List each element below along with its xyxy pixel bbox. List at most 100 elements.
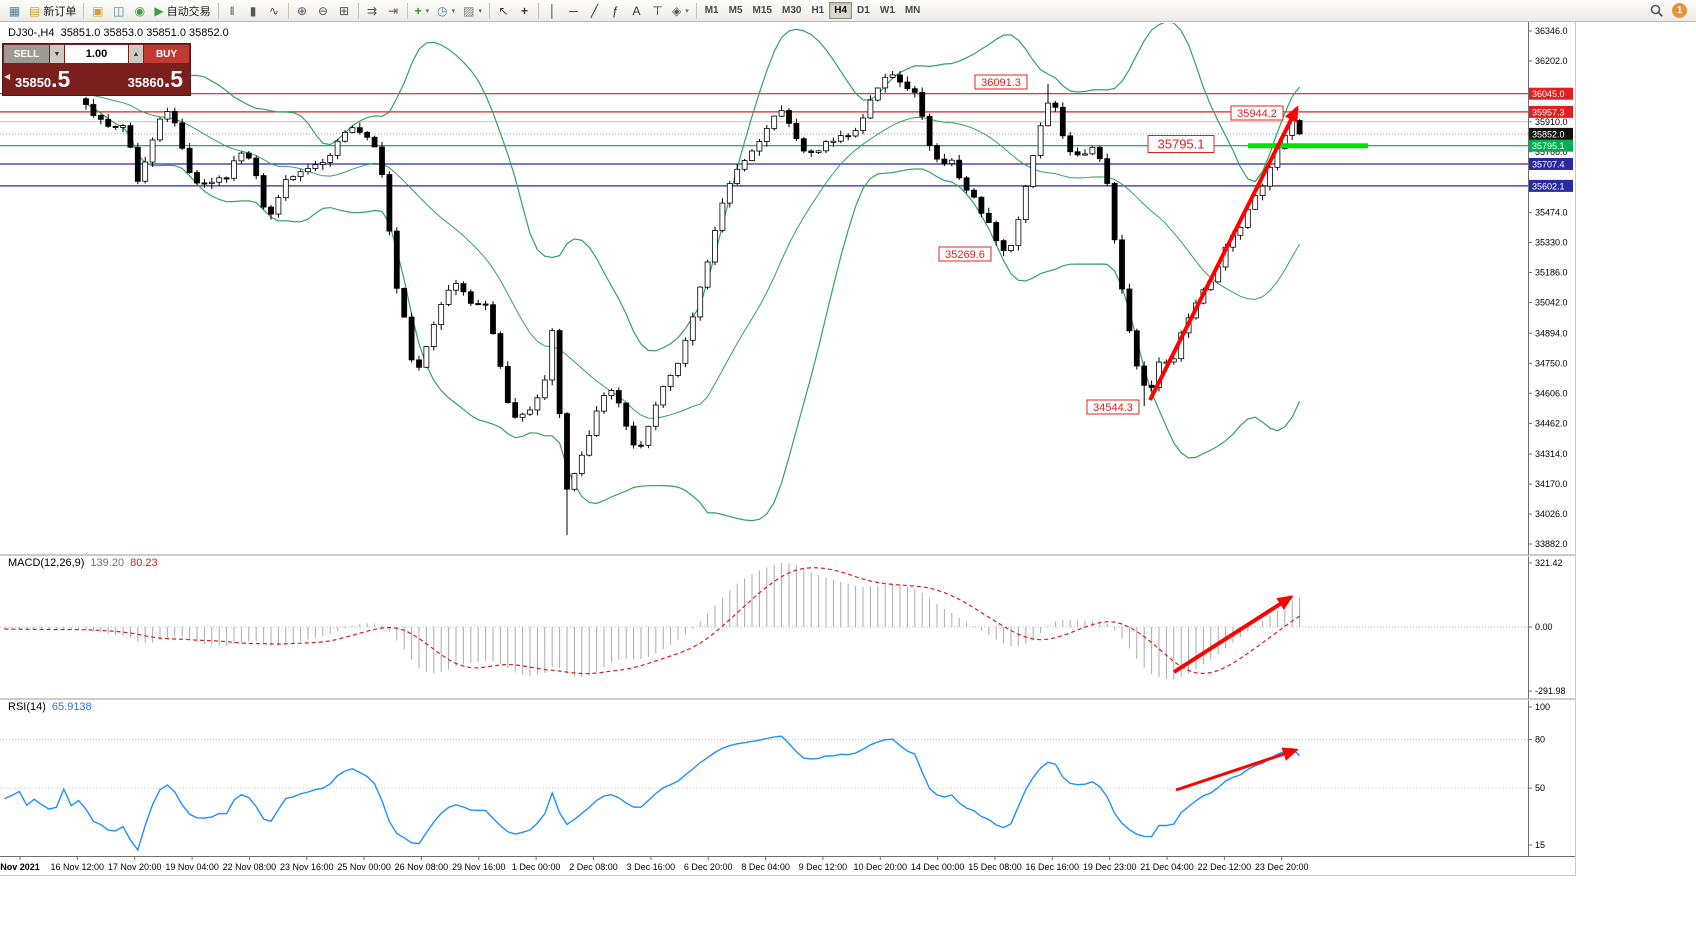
axis-label: 15 (1535, 840, 1545, 850)
shapes-tool-button[interactable]: ◈ ▾ (668, 1, 693, 20)
text-tool-button[interactable]: A (626, 1, 647, 20)
macd-panel[interactable] (0, 563, 1528, 680)
resistance-label-35957: 35957.3 (1529, 105, 1573, 118)
axis-label: 36346.0 (1535, 26, 1568, 36)
indicators-button[interactable]: + ▾ (411, 1, 434, 20)
rsi-line (4, 735, 1301, 852)
macd-trend-arrow[interactable] (1172, 595, 1294, 674)
auto-scroll-button[interactable]: ⇉ (362, 1, 383, 20)
new-order-button-label: 新订单 (43, 5, 77, 18)
cursor-tool-icon: ↖ (498, 3, 509, 18)
time-label: 22 Nov 08:00 (223, 862, 277, 872)
trendline-tool-button[interactable]: ╱ (584, 1, 605, 20)
price-callout-34544.3[interactable]: 34544.3 (1086, 399, 1140, 415)
time-label: 9 Dec 12:00 (799, 862, 848, 872)
rsi-trend-arrow[interactable] (1175, 747, 1299, 792)
zoom-in-button[interactable]: ⊕ (292, 1, 313, 20)
strategy-button[interactable]: ◉ (129, 1, 150, 20)
line-chart-button[interactable]: ∿ (264, 1, 285, 20)
dropdown-arrow-icon: ▾ (451, 7, 456, 15)
timeframe-m1[interactable]: M1 (704, 5, 719, 16)
buy-price[interactable]: 35860.5 (128, 65, 183, 92)
axis-label: 34894.0 (1535, 328, 1568, 338)
svg-text:35957.3: 35957.3 (1532, 107, 1565, 117)
autotrading-button[interactable]: ▶ 自动交易 (150, 1, 214, 20)
axis-label: 35186.0 (1535, 268, 1568, 278)
bar-chart-button[interactable]: ‖ (222, 1, 243, 20)
axis-label: 100 (1535, 702, 1550, 712)
time-label: 29 Nov 16:00 (452, 862, 506, 872)
volume-decrease-button[interactable]: ▼ (50, 45, 64, 63)
dropdown-arrow-icon: ▾ (478, 7, 482, 15)
toolbar-separator (287, 2, 289, 19)
time-label: 23 Nov 16:00 (280, 862, 334, 872)
price-axis[interactable]: 36346.0 36202.0 35910.0 35766.0 35474.0 35330… (1528, 22, 1573, 856)
price-callout-35795.1[interactable]: 35795.1 (1147, 135, 1215, 153)
timeframe-m15[interactable]: M15 (752, 5, 772, 16)
support-label-35602: 35602.1 (1529, 179, 1573, 192)
time-label: 14 Dec 00:00 (911, 862, 965, 872)
svg-text:34544.3: 34544.3 (1093, 402, 1133, 414)
timeframe-h4[interactable]: H4 (829, 2, 853, 19)
templates-button[interactable]: ▨ ▾ (459, 1, 486, 20)
toolbar-separator (695, 2, 697, 19)
periods-button[interactable]: ◷ ▾ (433, 1, 459, 20)
rsi-panel[interactable] (0, 735, 1528, 852)
notification-badge[interactable]: 1 (1672, 3, 1687, 18)
timeframe-mn[interactable]: MN (904, 5, 921, 16)
collapse-trade-panel-icon[interactable]: ◀ (4, 72, 11, 81)
chart-window-icon-button[interactable]: ▦ (4, 1, 25, 20)
vertical-line-tool-button[interactable]: │ (542, 1, 563, 20)
tile-windows-button[interactable]: ⊞ (334, 1, 355, 20)
timeframe-d1[interactable]: D1 (857, 5, 870, 16)
fibonacci-tool-button[interactable]: ƒ (605, 1, 626, 20)
rsi-name: RSI(14) (8, 701, 46, 713)
timeframe-h1[interactable]: H1 (811, 5, 825, 16)
chart-window-icon-icon: ▦ (8, 3, 21, 18)
timeframe-m30[interactable]: M30 (781, 5, 802, 16)
volume-increase-button[interactable]: ▲ (129, 45, 143, 63)
price-callout-36091.3[interactable]: 36091.3 (974, 74, 1028, 90)
toolbar-separator (217, 2, 219, 19)
current-price-label: 35852.0 (1529, 127, 1573, 140)
horizontal-line-tool-button[interactable]: ─ (563, 1, 584, 20)
macd-signal-value: 80.23 (130, 557, 158, 569)
sell-price[interactable]: 35850.5 (15, 67, 70, 91)
volume-input[interactable] (65, 45, 128, 63)
macd-name: MACD(12,26,9) (8, 557, 85, 569)
bullish-trend-arrow[interactable] (1148, 105, 1299, 401)
new-order-button[interactable]: ▤ 新订单 (25, 1, 80, 20)
label-tool-button[interactable]: ⊤ (647, 1, 668, 20)
rsi-value: 65.9138 (51, 701, 92, 713)
cursor-tool-button[interactable]: ↖ (493, 1, 514, 20)
indicators-icon: + (414, 3, 422, 18)
timeframe-m5[interactable]: M5 (728, 5, 743, 16)
profiles-button[interactable]: ▣ (87, 1, 108, 20)
resistance-label-36045: 36045.0 (1529, 87, 1573, 100)
axis-label: 34170.0 (1535, 479, 1568, 489)
bollinger-middle-band (85, 93, 1301, 419)
svg-text:35602.1: 35602.1 (1532, 181, 1565, 191)
vertical-line-tool-icon: │ (548, 3, 557, 18)
main-price-panel[interactable]: 36091.3 35944.2 35795.1 35269.6 34544.3 (0, 22, 1528, 536)
search-button[interactable] (1646, 1, 1667, 20)
time-label: 17 Nov 20:00 (108, 862, 162, 872)
fibonacci-tool-icon: ƒ (612, 3, 619, 18)
axis-label: 34750.0 (1535, 358, 1568, 368)
buy-button[interactable]: BUY (144, 45, 189, 63)
price-callout-35269.6[interactable]: 35269.6 (938, 246, 992, 262)
time-axis[interactable]: Nov 2021 16 Nov 12:00 17 Nov 20:00 19 Nov 0… (0, 856, 1308, 872)
buy-price-pips: .5 (163, 65, 183, 92)
zoom-out-button[interactable]: ⊖ (313, 1, 334, 20)
crosshair-tool-button[interactable]: + (514, 1, 535, 20)
timeframe-w1[interactable]: W1 (879, 5, 895, 16)
candlestick-chart-button[interactable]: ▮ (243, 1, 264, 20)
price-callout-35944.2[interactable]: 35944.2 (1230, 105, 1284, 121)
chart-shift-button[interactable]: ⇥ (383, 1, 404, 20)
data-window-button[interactable]: ◫ (108, 1, 129, 20)
sell-button[interactable]: SELL (4, 45, 49, 63)
autotrading-icon: ▶ (154, 3, 164, 18)
axis-label: 35474.0 (1535, 208, 1568, 218)
line-chart-icon: ∿ (269, 3, 280, 18)
